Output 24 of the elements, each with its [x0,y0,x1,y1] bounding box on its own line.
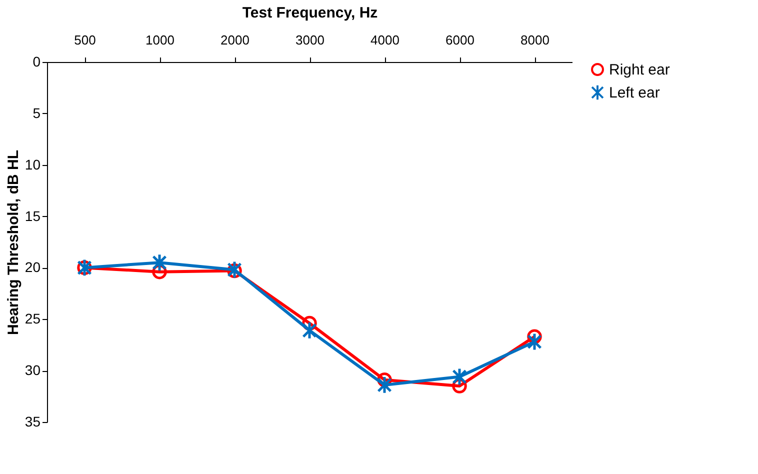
y-tick-label: 15 [24,208,41,224]
x-tick-label: 2000 [220,32,250,48]
point [377,376,392,394]
x-tick-label: 3000 [296,32,324,48]
point [452,368,467,386]
point [527,332,542,351]
y-tick-label: 10 [24,156,41,172]
x-tick-label: 4000 [370,32,400,48]
x-axis-title: Test Frequency, Hz [242,4,378,22]
y-tick-label: 30 [24,362,41,378]
y-tick-label: 25 [24,310,41,327]
x-tick-label: 6000 [446,32,474,48]
x-tick-label: 8000 [520,32,550,48]
y-tick-label: 20 [24,259,41,276]
y-tick-label: 0 [32,54,41,70]
y-tick-label: 35 [24,414,41,430]
legend-label: Left ear [609,84,660,102]
legend-label: Right ear [609,62,670,78]
y-axis-title: Hearing Threshold, dB HL [4,150,22,336]
y-tick-label: 5 [32,104,41,121]
x-tick-label: 1000 [146,32,174,48]
point [152,253,167,272]
x-tick-label: 500 [74,32,96,48]
point [302,321,317,340]
